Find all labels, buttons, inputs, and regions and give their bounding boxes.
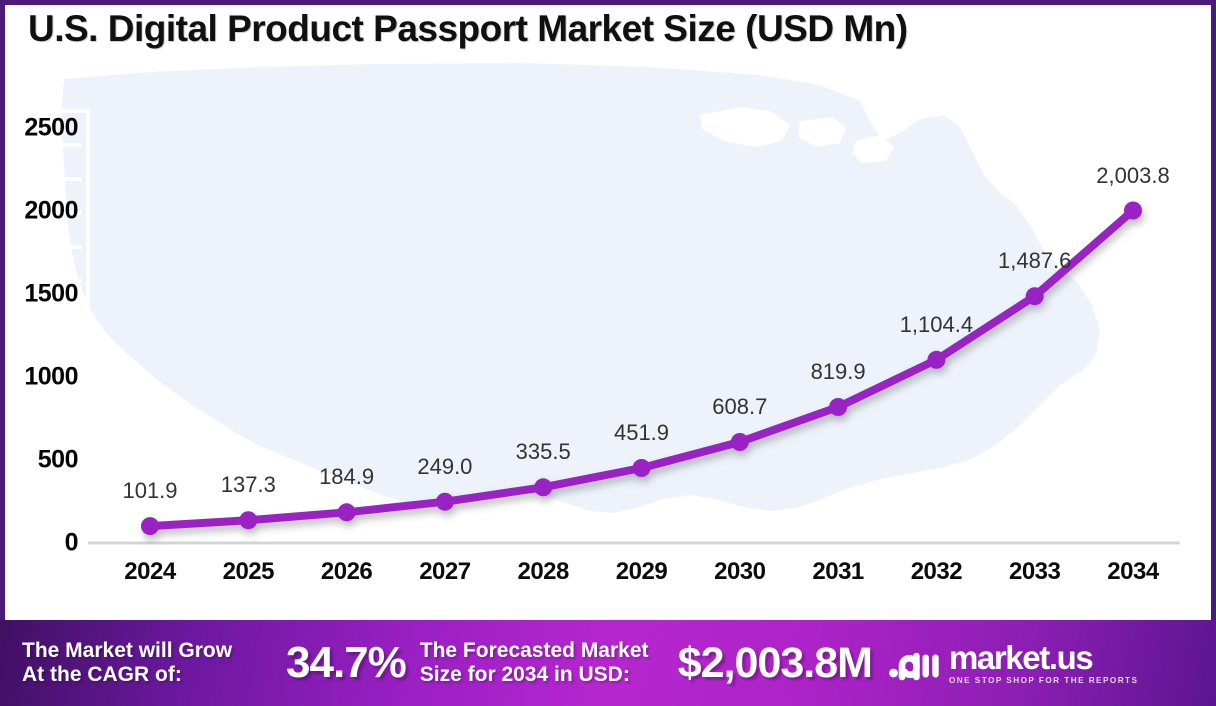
data-point-marker[interactable] [730, 433, 749, 451]
x-axis-tick-label: 2034 [1107, 558, 1159, 585]
data-point-marker[interactable] [534, 478, 553, 497]
logo-text: market.us ONE STOP SHOP FOR THE REPORTS [949, 641, 1138, 685]
x-axis-tick-label: 2027 [419, 558, 471, 585]
cagr-value: 34.7% [286, 638, 407, 688]
data-point-marker[interactable] [927, 350, 946, 369]
cagr-label-line1: The Market will Grow [22, 639, 233, 663]
forecast-value: $2,003.8M [677, 638, 873, 687]
data-point-label: 137.3 [220, 472, 276, 498]
data-point-marker[interactable] [1025, 287, 1044, 306]
x-axis-tick-label: 2032 [910, 558, 963, 585]
market-us-logo-mark-icon [889, 652, 939, 681]
data-point-label: 2,003.8 [1096, 162, 1170, 188]
data-point-marker[interactable] [632, 459, 651, 477]
data-point-marker[interactable] [239, 511, 258, 530]
forecast-label-line1: The Forecasted Market [419, 639, 649, 663]
x-axis-tick-label: 2028 [517, 558, 569, 585]
data-point-label: 608.7 [712, 394, 768, 419]
series-markers [141, 201, 1142, 536]
data-point-label: 1,104.4 [899, 311, 974, 337]
data-point-marker[interactable] [141, 517, 159, 536]
forecast-label: The Forecasted Market Size for 2034 in U… [420, 639, 676, 686]
data-point-label: 101.9 [122, 478, 178, 504]
data-point-label: 819.9 [810, 359, 866, 384]
data-point-label: 184.9 [319, 464, 375, 490]
data-point-label: 249.0 [417, 453, 473, 479]
x-axis-tick-label: 2025 [222, 558, 275, 585]
data-point-marker[interactable] [337, 503, 356, 522]
x-axis-tick-label: 2024 [124, 558, 176, 585]
page-title: U.S. Digital Product Passport Market Siz… [28, 8, 908, 49]
x-axis-tick-label: 2030 [714, 558, 766, 585]
data-point-marker[interactable] [435, 492, 454, 511]
data-point-label: 451.9 [613, 420, 670, 445]
x-axis-tick-label: 2029 [615, 558, 668, 585]
summary-banner: The Market will Grow At the CAGR of: 34.… [0, 620, 1216, 706]
x-axis-tick-label: 2033 [1008, 558, 1061, 585]
cagr-label: The Market will Grow At the CAGR of: [22, 639, 284, 686]
data-point-marker[interactable] [1124, 201, 1142, 220]
line-series-chart [88, 201, 1180, 545]
logo-wordmark: market.us [948, 638, 1094, 676]
market-us-logo[interactable]: market.us ONE STOP SHOP FOR THE REPORTS [888, 641, 1138, 685]
x-axis-tick-label: 2031 [812, 558, 864, 585]
cagr-label-line2: At the CAGR of: [22, 663, 182, 686]
forecast-label-line2: Size for 2034 in USD: [419, 663, 630, 686]
logo-tagline: ONE STOP SHOP FOR THE REPORTS [948, 675, 1139, 685]
data-point-label: 1,487.6 [997, 248, 1072, 274]
chart-plot-area: 101.9 137.3 184.9 249.0 335.5 451.9 608.7 819.9… [0, 55, 1216, 555]
data-point-label: 335.5 [515, 439, 571, 465]
x-axis-tick-label: 2026 [320, 558, 373, 585]
data-point-marker[interactable] [829, 398, 848, 416]
x-axis-labels: 2024 2025 2026 2027 2028 2029 2030 2031 2032 2033… [0, 558, 1216, 602]
